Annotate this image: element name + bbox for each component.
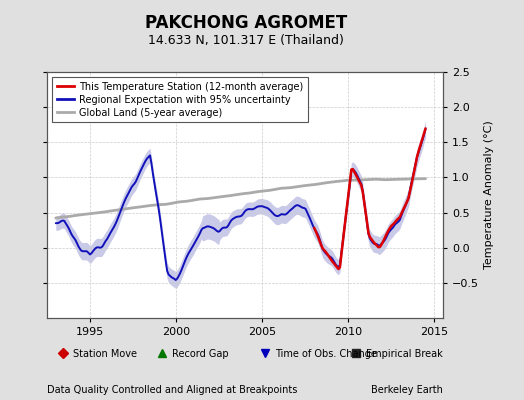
Text: Time of Obs. Change: Time of Obs. Change [275,349,377,359]
Y-axis label: Temperature Anomaly (°C): Temperature Anomaly (°C) [484,121,494,269]
Text: 14.633 N, 101.317 E (Thailand): 14.633 N, 101.317 E (Thailand) [148,34,344,47]
Text: Berkeley Earth: Berkeley Earth [371,385,443,395]
Text: PAKCHONG AGROMET: PAKCHONG AGROMET [145,14,347,32]
Text: Record Gap: Record Gap [172,349,228,359]
Text: Data Quality Controlled and Aligned at Breakpoints: Data Quality Controlled and Aligned at B… [47,385,298,395]
Text: Station Move: Station Move [73,349,137,359]
Legend: This Temperature Station (12-month average), Regional Expectation with 95% uncer: This Temperature Station (12-month avera… [52,77,308,122]
Text: Empirical Break: Empirical Break [366,349,442,359]
